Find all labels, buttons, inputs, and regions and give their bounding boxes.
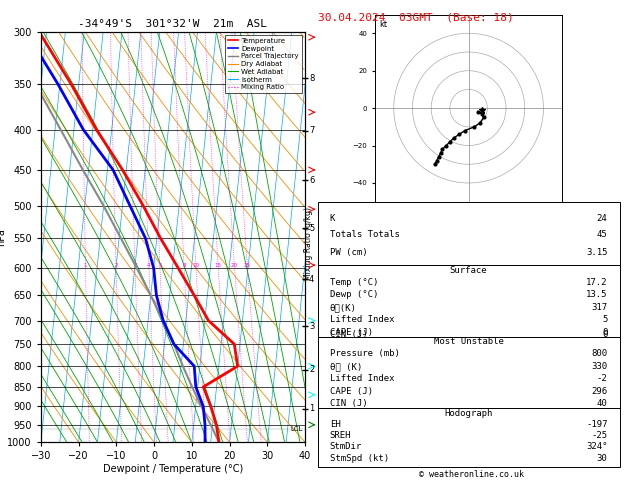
- Text: 13.5: 13.5: [586, 291, 608, 299]
- Text: 24: 24: [597, 214, 608, 224]
- Text: Pressure (mb): Pressure (mb): [330, 349, 399, 359]
- Text: 800: 800: [591, 349, 608, 359]
- Text: 30: 30: [597, 454, 608, 463]
- Text: 45: 45: [597, 230, 608, 239]
- Text: EH: EH: [330, 420, 340, 429]
- Text: 296: 296: [591, 387, 608, 396]
- Text: 317: 317: [591, 303, 608, 312]
- Text: StmSpd (kt): StmSpd (kt): [330, 454, 389, 463]
- Text: Temp (°C): Temp (°C): [330, 278, 378, 287]
- Text: kt: kt: [379, 20, 387, 29]
- Text: 3: 3: [309, 322, 314, 331]
- Text: 40: 40: [597, 399, 608, 408]
- Text: 15: 15: [214, 263, 222, 268]
- Text: 0: 0: [602, 328, 608, 337]
- Text: 3.15: 3.15: [586, 248, 608, 257]
- Text: 2: 2: [309, 365, 314, 374]
- Legend: Temperature, Dewpoint, Parcel Trajectory, Dry Adiabat, Wet Adiabat, Isotherm, Mi: Temperature, Dewpoint, Parcel Trajectory…: [225, 35, 301, 93]
- Text: 330: 330: [591, 362, 608, 371]
- Text: 5: 5: [309, 224, 314, 233]
- Text: LCL: LCL: [291, 426, 303, 433]
- Text: PW (cm): PW (cm): [330, 248, 367, 257]
- Text: 25: 25: [244, 263, 251, 268]
- Text: Surface: Surface: [450, 265, 487, 275]
- Text: K: K: [330, 214, 335, 224]
- Text: 8: 8: [182, 263, 186, 268]
- Text: Most Unstable: Most Unstable: [433, 337, 504, 346]
- Text: © weatheronline.co.uk: © weatheronline.co.uk: [420, 469, 524, 479]
- Text: 5: 5: [602, 315, 608, 324]
- Text: 4: 4: [147, 263, 150, 268]
- Text: Mixing Ratio (g/kg): Mixing Ratio (g/kg): [304, 207, 313, 279]
- Text: CIN (J): CIN (J): [330, 399, 367, 408]
- Text: CAPE (J): CAPE (J): [330, 328, 373, 337]
- Y-axis label: hPa: hPa: [0, 228, 6, 246]
- Text: SREH: SREH: [330, 431, 351, 440]
- Text: Lifted Index: Lifted Index: [330, 315, 394, 324]
- FancyBboxPatch shape: [318, 408, 620, 467]
- Text: 2: 2: [114, 263, 118, 268]
- Text: Totals Totals: Totals Totals: [330, 230, 399, 239]
- Text: 10: 10: [192, 263, 199, 268]
- Text: -197: -197: [586, 420, 608, 429]
- Text: Lifted Index: Lifted Index: [330, 374, 394, 383]
- Text: 17.2: 17.2: [586, 278, 608, 287]
- Text: 0: 0: [602, 330, 608, 339]
- Title: -34°49'S  301°32'W  21m  ASL: -34°49'S 301°32'W 21m ASL: [79, 19, 267, 30]
- Text: 1: 1: [309, 404, 314, 414]
- Text: 30.04.2024  03GMT  (Base: 18): 30.04.2024 03GMT (Base: 18): [318, 12, 513, 22]
- Text: CIN (J): CIN (J): [330, 330, 367, 339]
- Text: 20: 20: [231, 263, 238, 268]
- Text: -2: -2: [597, 374, 608, 383]
- Text: θᴇ (K): θᴇ (K): [330, 362, 362, 371]
- Text: 4: 4: [309, 275, 314, 284]
- Text: StmDir: StmDir: [330, 442, 362, 451]
- Text: -25: -25: [591, 431, 608, 440]
- Text: CAPE (J): CAPE (J): [330, 387, 373, 396]
- Text: 8: 8: [309, 74, 314, 83]
- Text: 7: 7: [309, 126, 314, 135]
- Text: 324°: 324°: [586, 442, 608, 451]
- FancyBboxPatch shape: [318, 337, 620, 408]
- Text: 6: 6: [309, 176, 314, 185]
- Text: 3: 3: [133, 263, 136, 268]
- Text: Dewp (°C): Dewp (°C): [330, 291, 378, 299]
- Text: θᴇ(K): θᴇ(K): [330, 303, 357, 312]
- Text: 1: 1: [84, 263, 87, 268]
- Text: 5: 5: [159, 263, 162, 268]
- Text: Hodograph: Hodograph: [445, 409, 493, 418]
- FancyBboxPatch shape: [318, 265, 620, 337]
- X-axis label: Dewpoint / Temperature (°C): Dewpoint / Temperature (°C): [103, 464, 243, 474]
- FancyBboxPatch shape: [318, 202, 620, 265]
